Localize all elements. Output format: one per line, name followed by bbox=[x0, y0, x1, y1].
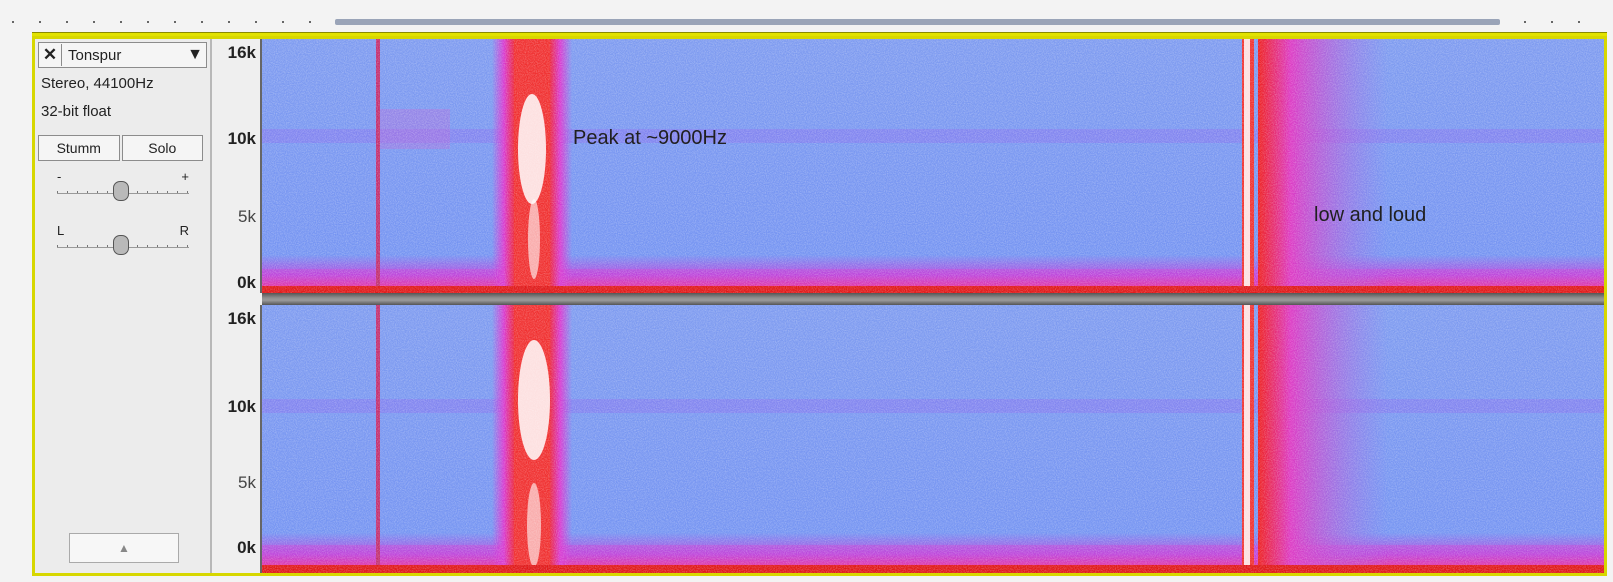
spectrogram-upper[interactable] bbox=[262, 39, 1604, 293]
freq-tick: 16k bbox=[227, 43, 256, 62]
track-control-panel: ✕ Tonspur ▼ Stereo, 44100Hz 32-bit float… bbox=[35, 39, 212, 573]
mute-button[interactable]: Stumm bbox=[38, 135, 120, 161]
track-title-bar: ✕ Tonspur ▼ bbox=[38, 42, 207, 68]
mute-solo-row: Stumm Solo bbox=[38, 135, 205, 161]
track-name-menu[interactable]: Tonspur bbox=[68, 46, 122, 64]
solo-button[interactable]: Solo bbox=[121, 135, 203, 161]
close-icon[interactable]: ✕ bbox=[39, 44, 62, 66]
pan-left-label: L bbox=[57, 223, 65, 238]
gain-slider[interactable]: - + bbox=[57, 169, 189, 203]
frequency-scale-lower: 16k 10k 5k 0k bbox=[212, 305, 262, 573]
freq-tick: 5k bbox=[238, 207, 256, 226]
collapse-button[interactable]: ▲ bbox=[69, 533, 179, 563]
gain-min-label: - bbox=[57, 169, 62, 184]
audio-track[interactable]: ✕ Tonspur ▼ Stereo, 44100Hz 32-bit float… bbox=[32, 36, 1607, 576]
ruler-baseline bbox=[32, 32, 1607, 36]
freq-tick: 10k bbox=[227, 397, 256, 416]
track-format: Stereo, 44100Hz bbox=[41, 75, 154, 92]
selection-bar[interactable] bbox=[335, 19, 1500, 25]
track-bit-depth: 32-bit float bbox=[41, 103, 112, 120]
freq-tick: 5k bbox=[238, 473, 256, 492]
gain-slider-thumb[interactable] bbox=[113, 181, 129, 201]
timeline-ruler[interactable] bbox=[0, 0, 1613, 36]
gain-max-label: + bbox=[181, 169, 189, 184]
annotation-peak: Peak at ~9000Hz bbox=[573, 127, 727, 149]
pan-right-label: R bbox=[179, 223, 189, 238]
freq-tick: 0k bbox=[237, 273, 256, 292]
freq-tick: 16k bbox=[227, 309, 256, 328]
spectrogram-lower[interactable] bbox=[262, 305, 1604, 573]
triangle-down-icon[interactable]: ▼ bbox=[187, 46, 203, 63]
triangle-up-icon: ▲ bbox=[118, 541, 130, 555]
channel-separator[interactable] bbox=[262, 293, 1604, 305]
pan-slider[interactable]: L R bbox=[57, 223, 189, 257]
annotation-low-loud: low and loud bbox=[1314, 204, 1427, 226]
frequency-scale-upper: 16k 10k 5k 0k bbox=[212, 39, 262, 293]
freq-tick: 10k bbox=[227, 129, 256, 148]
pan-slider-thumb[interactable] bbox=[113, 235, 129, 255]
freq-tick: 0k bbox=[237, 538, 256, 557]
